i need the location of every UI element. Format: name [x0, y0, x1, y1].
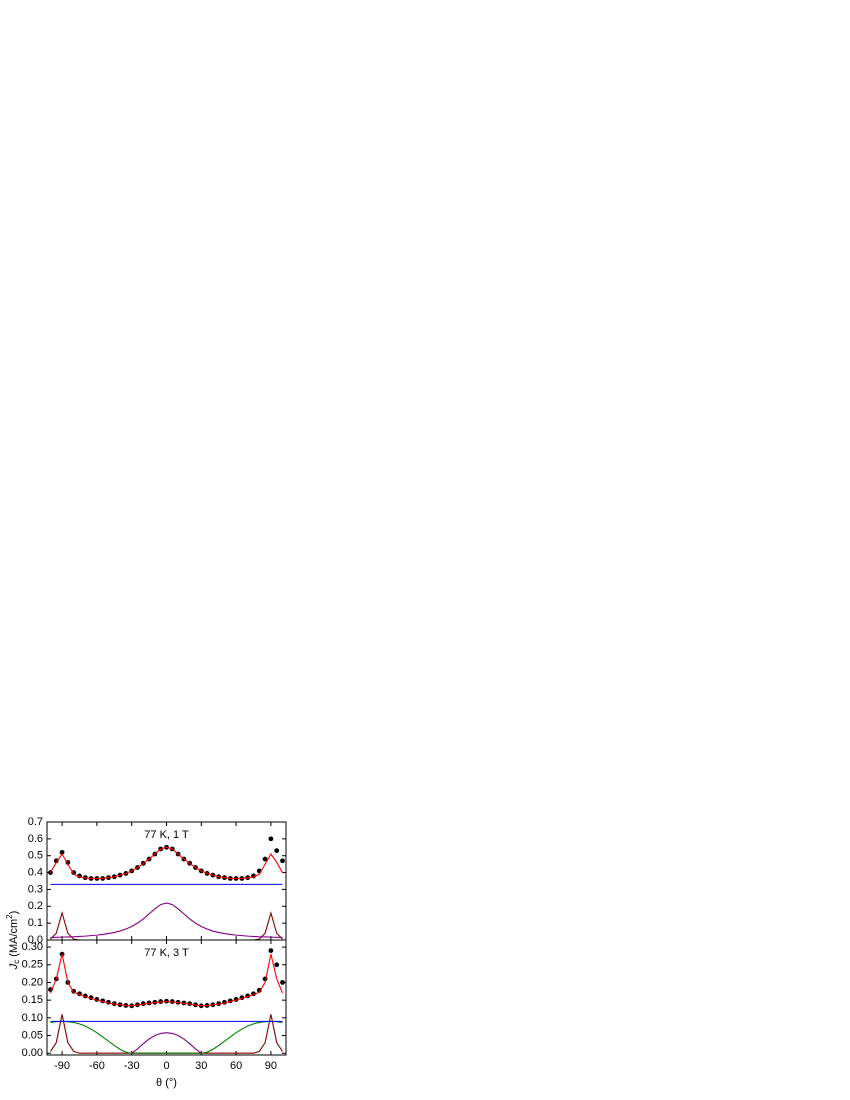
y-tick-label: 0.00 — [22, 1047, 43, 1059]
y-axis-label: Jc (MA/cm2) — [5, 911, 21, 971]
y-label-close: ) — [8, 911, 20, 915]
data-point — [274, 848, 280, 854]
curve — [50, 1014, 283, 1054]
data-point — [274, 962, 280, 968]
y-tick-label: 0.0 — [28, 934, 43, 946]
data-point — [262, 856, 268, 862]
data-point — [280, 980, 285, 985]
y-tick-label: 0.2 — [28, 900, 43, 912]
y-tick-label: 0.25 — [22, 959, 43, 971]
x-tick-label: 0 — [163, 1060, 169, 1072]
data-point — [53, 858, 59, 864]
curve — [50, 1020, 283, 1054]
data-point — [268, 836, 274, 842]
annotation: 77 K, 1 T — [144, 829, 189, 841]
data-point — [268, 948, 274, 954]
y-label-main: J — [8, 963, 20, 970]
y-tick-label: 0.15 — [22, 994, 43, 1006]
y-tick-label: 0.5 — [28, 850, 43, 862]
curve — [50, 846, 283, 880]
curve — [50, 902, 283, 939]
annotation: 77 K, 3 T — [144, 947, 189, 959]
data-point — [256, 987, 262, 993]
plot-frame — [46, 939, 287, 1056]
x-tick-label: 60 — [230, 1060, 242, 1072]
x-tick-label: -60 — [89, 1060, 105, 1072]
y-tick-label: 0.6 — [28, 833, 43, 845]
y-label-sub: c — [12, 960, 21, 964]
y-tick-label: 0.30 — [22, 941, 43, 953]
data-point — [59, 849, 65, 855]
y-tick-label: 0.3 — [28, 883, 43, 895]
y-tick-label: 0.10 — [22, 1012, 43, 1024]
x-tick-label: -90 — [54, 1060, 70, 1072]
y-label-unit: (MA/cm — [8, 919, 20, 960]
y-label-sup: 2 — [5, 914, 14, 919]
y-tick-label: 0.20 — [22, 976, 43, 988]
x-tick-label: 90 — [265, 1060, 277, 1072]
y-tick-label: 0.05 — [22, 1029, 43, 1041]
y-tick-label: 0.1 — [28, 917, 43, 929]
x-tick-label: 30 — [195, 1060, 207, 1072]
curve — [49, 954, 284, 1007]
x-tick-label: -30 — [124, 1060, 140, 1072]
x-axis-label: θ (°) — [156, 1077, 177, 1089]
y-tick-label: 0.4 — [28, 866, 43, 878]
curve — [131, 1032, 202, 1054]
y-tick-label: 0.7 — [28, 816, 43, 828]
data-point — [280, 858, 285, 864]
